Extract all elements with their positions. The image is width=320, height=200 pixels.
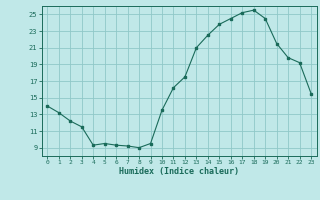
X-axis label: Humidex (Indice chaleur): Humidex (Indice chaleur): [119, 167, 239, 176]
